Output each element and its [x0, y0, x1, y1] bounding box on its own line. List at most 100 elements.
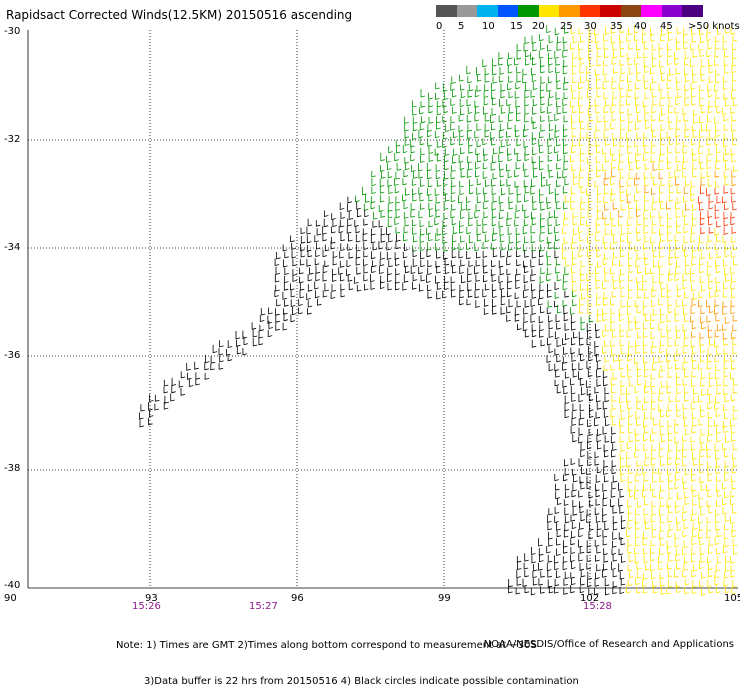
wind-barb	[563, 138, 568, 147]
wind-barb	[611, 57, 617, 66]
wind-barb	[483, 154, 489, 162]
wind-barb	[387, 171, 393, 179]
wind-barb	[218, 348, 224, 356]
wind-barb	[405, 162, 410, 171]
wind-barb	[722, 443, 727, 451]
wind-barb	[715, 154, 721, 163]
wind-barb	[530, 235, 536, 244]
wind-barb	[667, 161, 672, 170]
wind-barb	[476, 85, 481, 92]
wind-barb	[700, 307, 705, 315]
wind-barb	[210, 356, 216, 364]
wind-barb	[595, 474, 601, 483]
wind-barb	[629, 571, 634, 579]
wind-barb	[667, 562, 672, 570]
wind-barb	[570, 307, 575, 315]
wind-barb	[724, 395, 729, 403]
wind-barb	[539, 145, 544, 154]
wind-barb	[706, 315, 711, 323]
wind-barb	[676, 522, 682, 532]
wind-barb	[572, 283, 577, 292]
wind-barb	[723, 170, 729, 179]
wind-barb	[634, 177, 639, 187]
wind-barb	[698, 139, 704, 148]
wind-barb	[682, 299, 687, 307]
wind-barb	[538, 578, 543, 586]
wind-barb	[636, 202, 641, 211]
wind-barb	[379, 266, 384, 275]
wind-barb	[204, 373, 210, 380]
wind-barb	[618, 563, 623, 572]
wind-barb	[451, 165, 456, 172]
wind-barb	[332, 268, 337, 276]
wind-barb	[644, 313, 650, 322]
wind-barb	[555, 370, 560, 378]
wind-barb	[282, 322, 288, 331]
wind-barb	[500, 107, 506, 114]
wind-barb	[610, 267, 615, 275]
wind-barb	[484, 114, 490, 122]
wind-barb	[506, 218, 511, 227]
wind-barb	[458, 137, 464, 146]
wind-barb	[450, 123, 455, 131]
wind-barb	[634, 25, 639, 34]
wind-barb	[523, 307, 528, 315]
wind-barb	[388, 196, 394, 204]
wind-barb	[659, 547, 664, 556]
wind-barb	[482, 226, 487, 234]
wind-barb	[571, 353, 576, 362]
wind-barb	[453, 148, 458, 156]
wind-barb	[572, 171, 578, 179]
wind-barb	[572, 106, 577, 114]
wind-barb	[676, 443, 681, 452]
wind-barb	[700, 105, 706, 114]
wind-barb	[339, 202, 345, 211]
wind-barb	[716, 459, 721, 468]
wind-barb	[722, 420, 728, 428]
wind-barb	[667, 370, 673, 379]
wind-barb	[650, 346, 656, 354]
wind-barb	[332, 219, 337, 228]
wind-barb	[724, 473, 729, 482]
wind-barb	[651, 114, 656, 122]
wind-barb	[435, 82, 440, 90]
wind-barb	[540, 306, 545, 314]
wind-barb	[555, 234, 560, 242]
wind-barb	[589, 410, 594, 418]
wind-barb	[674, 234, 679, 242]
wind-barb	[578, 529, 583, 538]
wind-barb	[730, 394, 736, 402]
wind-barb	[675, 241, 680, 250]
wind-barb	[698, 418, 703, 426]
wind-barb	[588, 531, 593, 540]
wind-barb	[524, 585, 530, 594]
wind-barb	[691, 426, 696, 434]
wind-barb	[346, 225, 352, 234]
wind-barb	[661, 73, 666, 82]
wind-barb	[572, 256, 577, 266]
wind-barb	[547, 300, 553, 308]
wind-barb	[699, 436, 705, 444]
wind-barb	[684, 428, 690, 436]
wind-barb	[427, 130, 432, 138]
wind-barb	[426, 227, 431, 235]
wind-barb	[546, 179, 551, 187]
wind-barb	[564, 571, 570, 580]
wind-barb	[434, 217, 439, 226]
wind-barb	[572, 299, 577, 307]
wind-barb	[307, 250, 313, 258]
wind-barb	[564, 212, 569, 220]
wind-barb	[555, 266, 560, 274]
wind-barb	[636, 147, 642, 156]
wind-barb	[419, 137, 425, 146]
wind-barb	[603, 563, 608, 571]
wind-barb	[556, 355, 561, 363]
wind-barb	[620, 299, 626, 308]
wind-barb	[676, 348, 681, 356]
wind-barb	[322, 290, 328, 298]
wind-barb	[564, 25, 569, 34]
wind-barb	[629, 162, 634, 171]
wind-barb	[722, 482, 727, 490]
wind-barb	[659, 579, 665, 587]
wind-barb	[508, 113, 513, 122]
